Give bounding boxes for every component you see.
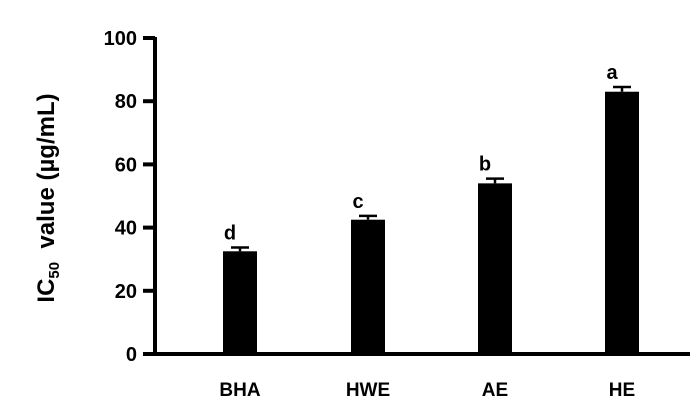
- y-axis-label-suffix: value (µg/mL): [33, 93, 60, 262]
- bar-he: [605, 91, 639, 354]
- labels: 0 20 40 60 80 100 BHA d HWE c AE b HE a: [104, 28, 636, 401]
- y-tick-label: 80: [115, 91, 137, 113]
- y-tick-label: 20: [115, 281, 137, 303]
- bar-ae: [478, 183, 512, 354]
- x-tick-label-he: HE: [609, 380, 635, 401]
- y-axis-label-prefix: IC: [33, 279, 60, 303]
- y-tick-label: 60: [115, 154, 137, 176]
- bar-hwe: [351, 219, 385, 354]
- significance-label-ae: b: [479, 154, 491, 176]
- bars: [223, 85, 639, 354]
- bar-bha: [223, 251, 257, 354]
- x-tick-label-ae: AE: [482, 380, 508, 401]
- y-tick-label: 0: [126, 344, 137, 366]
- y-tick-label: 40: [115, 218, 137, 240]
- significance-label-he: a: [606, 62, 618, 84]
- significance-label-bha: d: [224, 223, 236, 245]
- x-tick-label-bha: BHA: [219, 380, 260, 401]
- significance-label-hwe: c: [352, 191, 363, 213]
- y-axis-label: IC50 value (µg/mL): [33, 93, 63, 302]
- y-axis-label-subscript: 50: [46, 262, 63, 279]
- x-tick-label-hwe: HWE: [346, 380, 390, 401]
- y-tick-label: 100: [104, 28, 137, 50]
